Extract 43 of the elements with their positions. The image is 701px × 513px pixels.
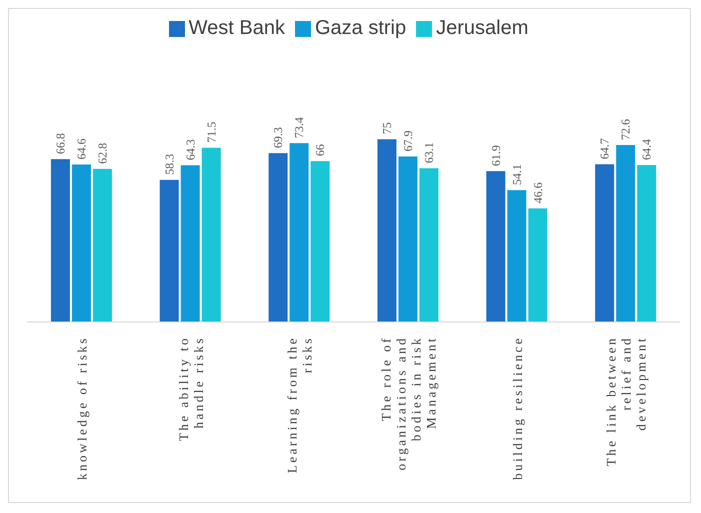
- data-label: 63.1: [422, 142, 436, 164]
- bar: [616, 145, 636, 322]
- x-tick-label: Learning from the risks: [284, 336, 315, 474]
- bar: [180, 165, 200, 322]
- bar: [50, 159, 70, 322]
- bar: [310, 161, 330, 322]
- x-tick-label: The ability to handle risks: [176, 336, 206, 442]
- data-label: 71.5: [204, 122, 218, 143]
- bar: [72, 164, 91, 322]
- bar: [528, 208, 548, 322]
- data-label: 64.7: [598, 138, 612, 160]
- data-label: 66: [313, 144, 328, 156]
- bar: [398, 156, 418, 322]
- bar: [268, 153, 288, 322]
- data-label: 66.8: [53, 133, 68, 154]
- bar: [377, 139, 396, 322]
- data-label: 73.4: [292, 117, 306, 138]
- bar: [637, 165, 656, 322]
- data-label: 75: [380, 122, 394, 134]
- data-label: 69.3: [271, 127, 286, 148]
- data-label: 46.6: [530, 182, 545, 204]
- x-tick-label: knowledge of risks: [74, 336, 90, 480]
- data-label: 58.3: [162, 154, 176, 175]
- x-tick-label: building resilience: [510, 336, 525, 480]
- bar: [202, 148, 221, 322]
- data-label: 72.6: [618, 119, 633, 140]
- bar: [160, 180, 179, 322]
- legend-label: Jerusalem: [436, 17, 528, 39]
- data-label: 64.4: [640, 139, 654, 160]
- bar: [419, 168, 438, 322]
- data-label: 61.9: [488, 145, 503, 166]
- data-label: 62.8: [95, 142, 110, 164]
- bar: [92, 168, 112, 322]
- data-label: 54.1: [510, 164, 524, 186]
- data-label: 64.3: [183, 139, 198, 160]
- data-label: 64.6: [74, 138, 88, 160]
- data-label: 67.9: [400, 130, 415, 152]
- legend-label: Gaza strip: [314, 17, 406, 39]
- bar: [595, 164, 614, 322]
- bar: [290, 143, 309, 322]
- legend-label: West Bank: [188, 17, 285, 39]
- bar: [486, 171, 506, 322]
- bar: [507, 190, 526, 322]
